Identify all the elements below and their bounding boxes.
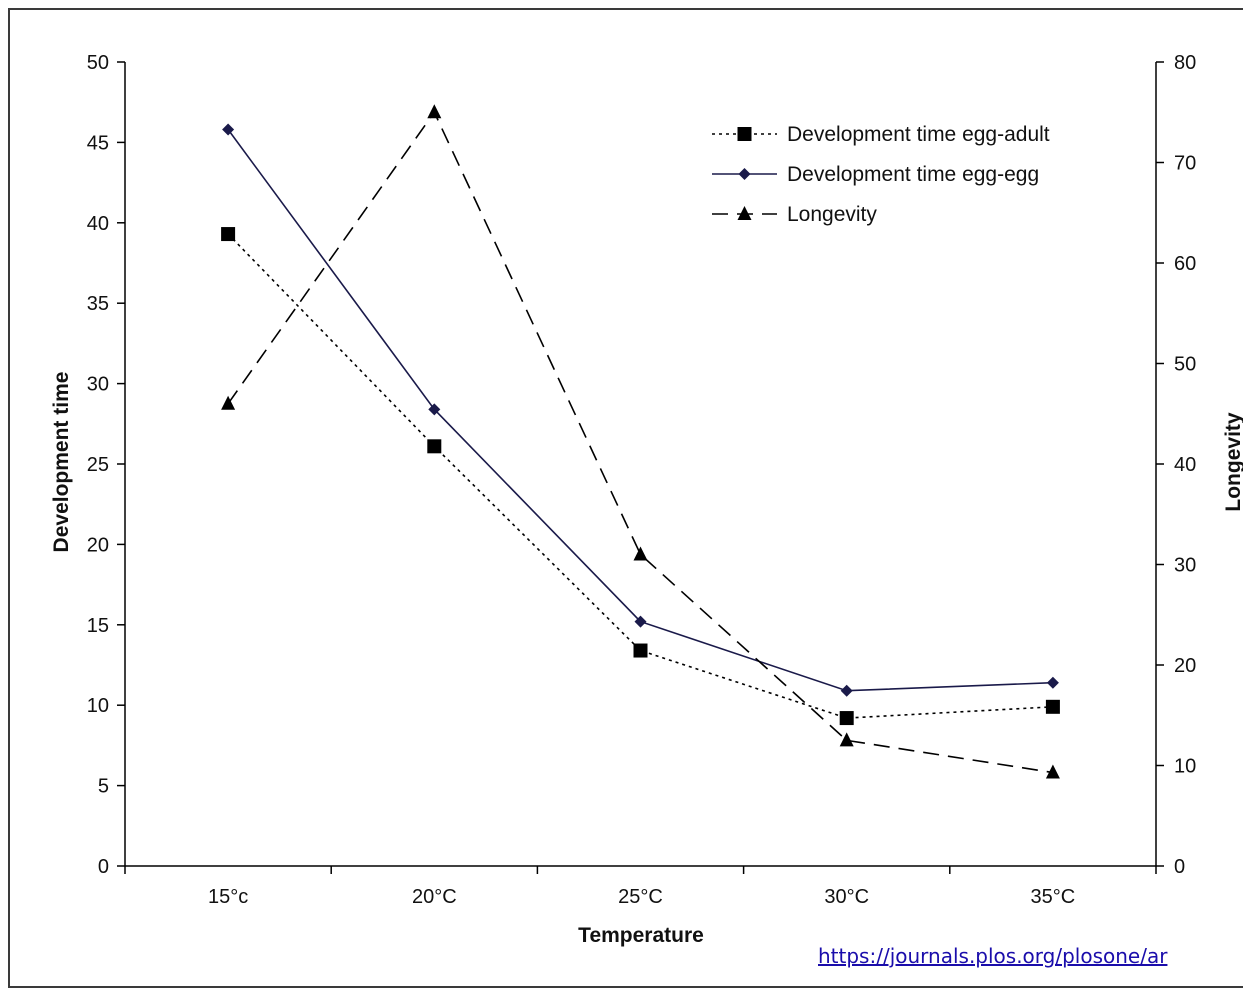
- legend-label-1: Development time egg-egg: [787, 163, 1039, 186]
- legend-label-2: Longevity: [787, 203, 877, 226]
- data-point-square: [427, 439, 442, 454]
- y-right-tick-label: 20: [1174, 655, 1196, 677]
- x-tick-label: 15°c: [208, 886, 248, 908]
- y-axis-left-title: Development time: [50, 372, 73, 553]
- y-right-tick-label: 0: [1174, 856, 1185, 878]
- legend-label-0: Development time egg-adult: [787, 123, 1050, 146]
- data-point-triangle: [1045, 764, 1060, 779]
- series-line-2: [227, 110, 1054, 774]
- x-tick-label: 25°C: [618, 886, 663, 908]
- data-point-square: [737, 127, 752, 141]
- y-right-tick-label: 10: [1174, 756, 1196, 778]
- y-left-tick-label: 35: [87, 293, 109, 315]
- x-tick-label: 30°C: [824, 886, 869, 908]
- data-point-square: [221, 227, 236, 242]
- y-right-tick-label: 30: [1174, 555, 1196, 577]
- series-line-1: [227, 129, 1053, 692]
- data-point-triangle: [737, 206, 752, 220]
- y-left-tick-label: 5: [98, 776, 109, 798]
- legend: Development time egg-adult Development ti…: [712, 123, 1050, 226]
- y-axis-right-title: Longevity: [1222, 412, 1243, 511]
- y-left-tick-label: 0: [98, 856, 109, 878]
- data-point-triangle: [839, 732, 854, 747]
- data-point-diamond: [428, 403, 441, 416]
- data-point-diamond: [1046, 676, 1059, 689]
- data-point-triangle: [633, 546, 648, 561]
- series-markers: [221, 104, 1060, 779]
- data-point-diamond: [222, 123, 235, 136]
- y-left-tick-label: 20: [87, 534, 109, 556]
- y-left-tick-label: 10: [87, 695, 109, 717]
- x-tick-label: 20°C: [412, 886, 457, 908]
- source-link[interactable]: https://journals.plos.org/plosone/ar: [818, 944, 1168, 968]
- y-left-tick-label: 25: [87, 454, 109, 476]
- series-line-0: [227, 233, 1053, 719]
- data-point-triangle: [221, 395, 236, 410]
- y-left-tick-label: 45: [87, 132, 109, 154]
- y-left-tick-label: 15: [87, 615, 109, 637]
- y-right-tick-label: 80: [1174, 52, 1196, 74]
- data-point-diamond: [840, 684, 853, 697]
- data-point-square: [839, 711, 854, 726]
- x-axis-title: Temperature: [578, 924, 704, 947]
- data-point-diamond: [634, 615, 647, 628]
- data-point-square: [633, 643, 648, 658]
- data-point-diamond: [738, 168, 751, 180]
- data-point-triangle: [427, 104, 442, 119]
- data-point-square: [1045, 699, 1060, 714]
- y-left-tick-label: 30: [87, 374, 109, 396]
- y-right-tick-label: 50: [1174, 354, 1196, 376]
- series-lines: [227, 110, 1054, 774]
- y-right-tick-label: 70: [1174, 153, 1196, 175]
- x-tick-label: 35°C: [1031, 886, 1076, 908]
- axes: 0 5 10 15 20 25 30 35 40 45 50 0 10 20 30 40 50 60 70 80 15°…: [87, 52, 1197, 908]
- y-left-tick-label: 50: [87, 52, 109, 74]
- y-left-tick-label: 40: [87, 213, 109, 235]
- y-right-tick-label: 60: [1174, 253, 1196, 275]
- y-right-tick-label: 40: [1174, 454, 1196, 476]
